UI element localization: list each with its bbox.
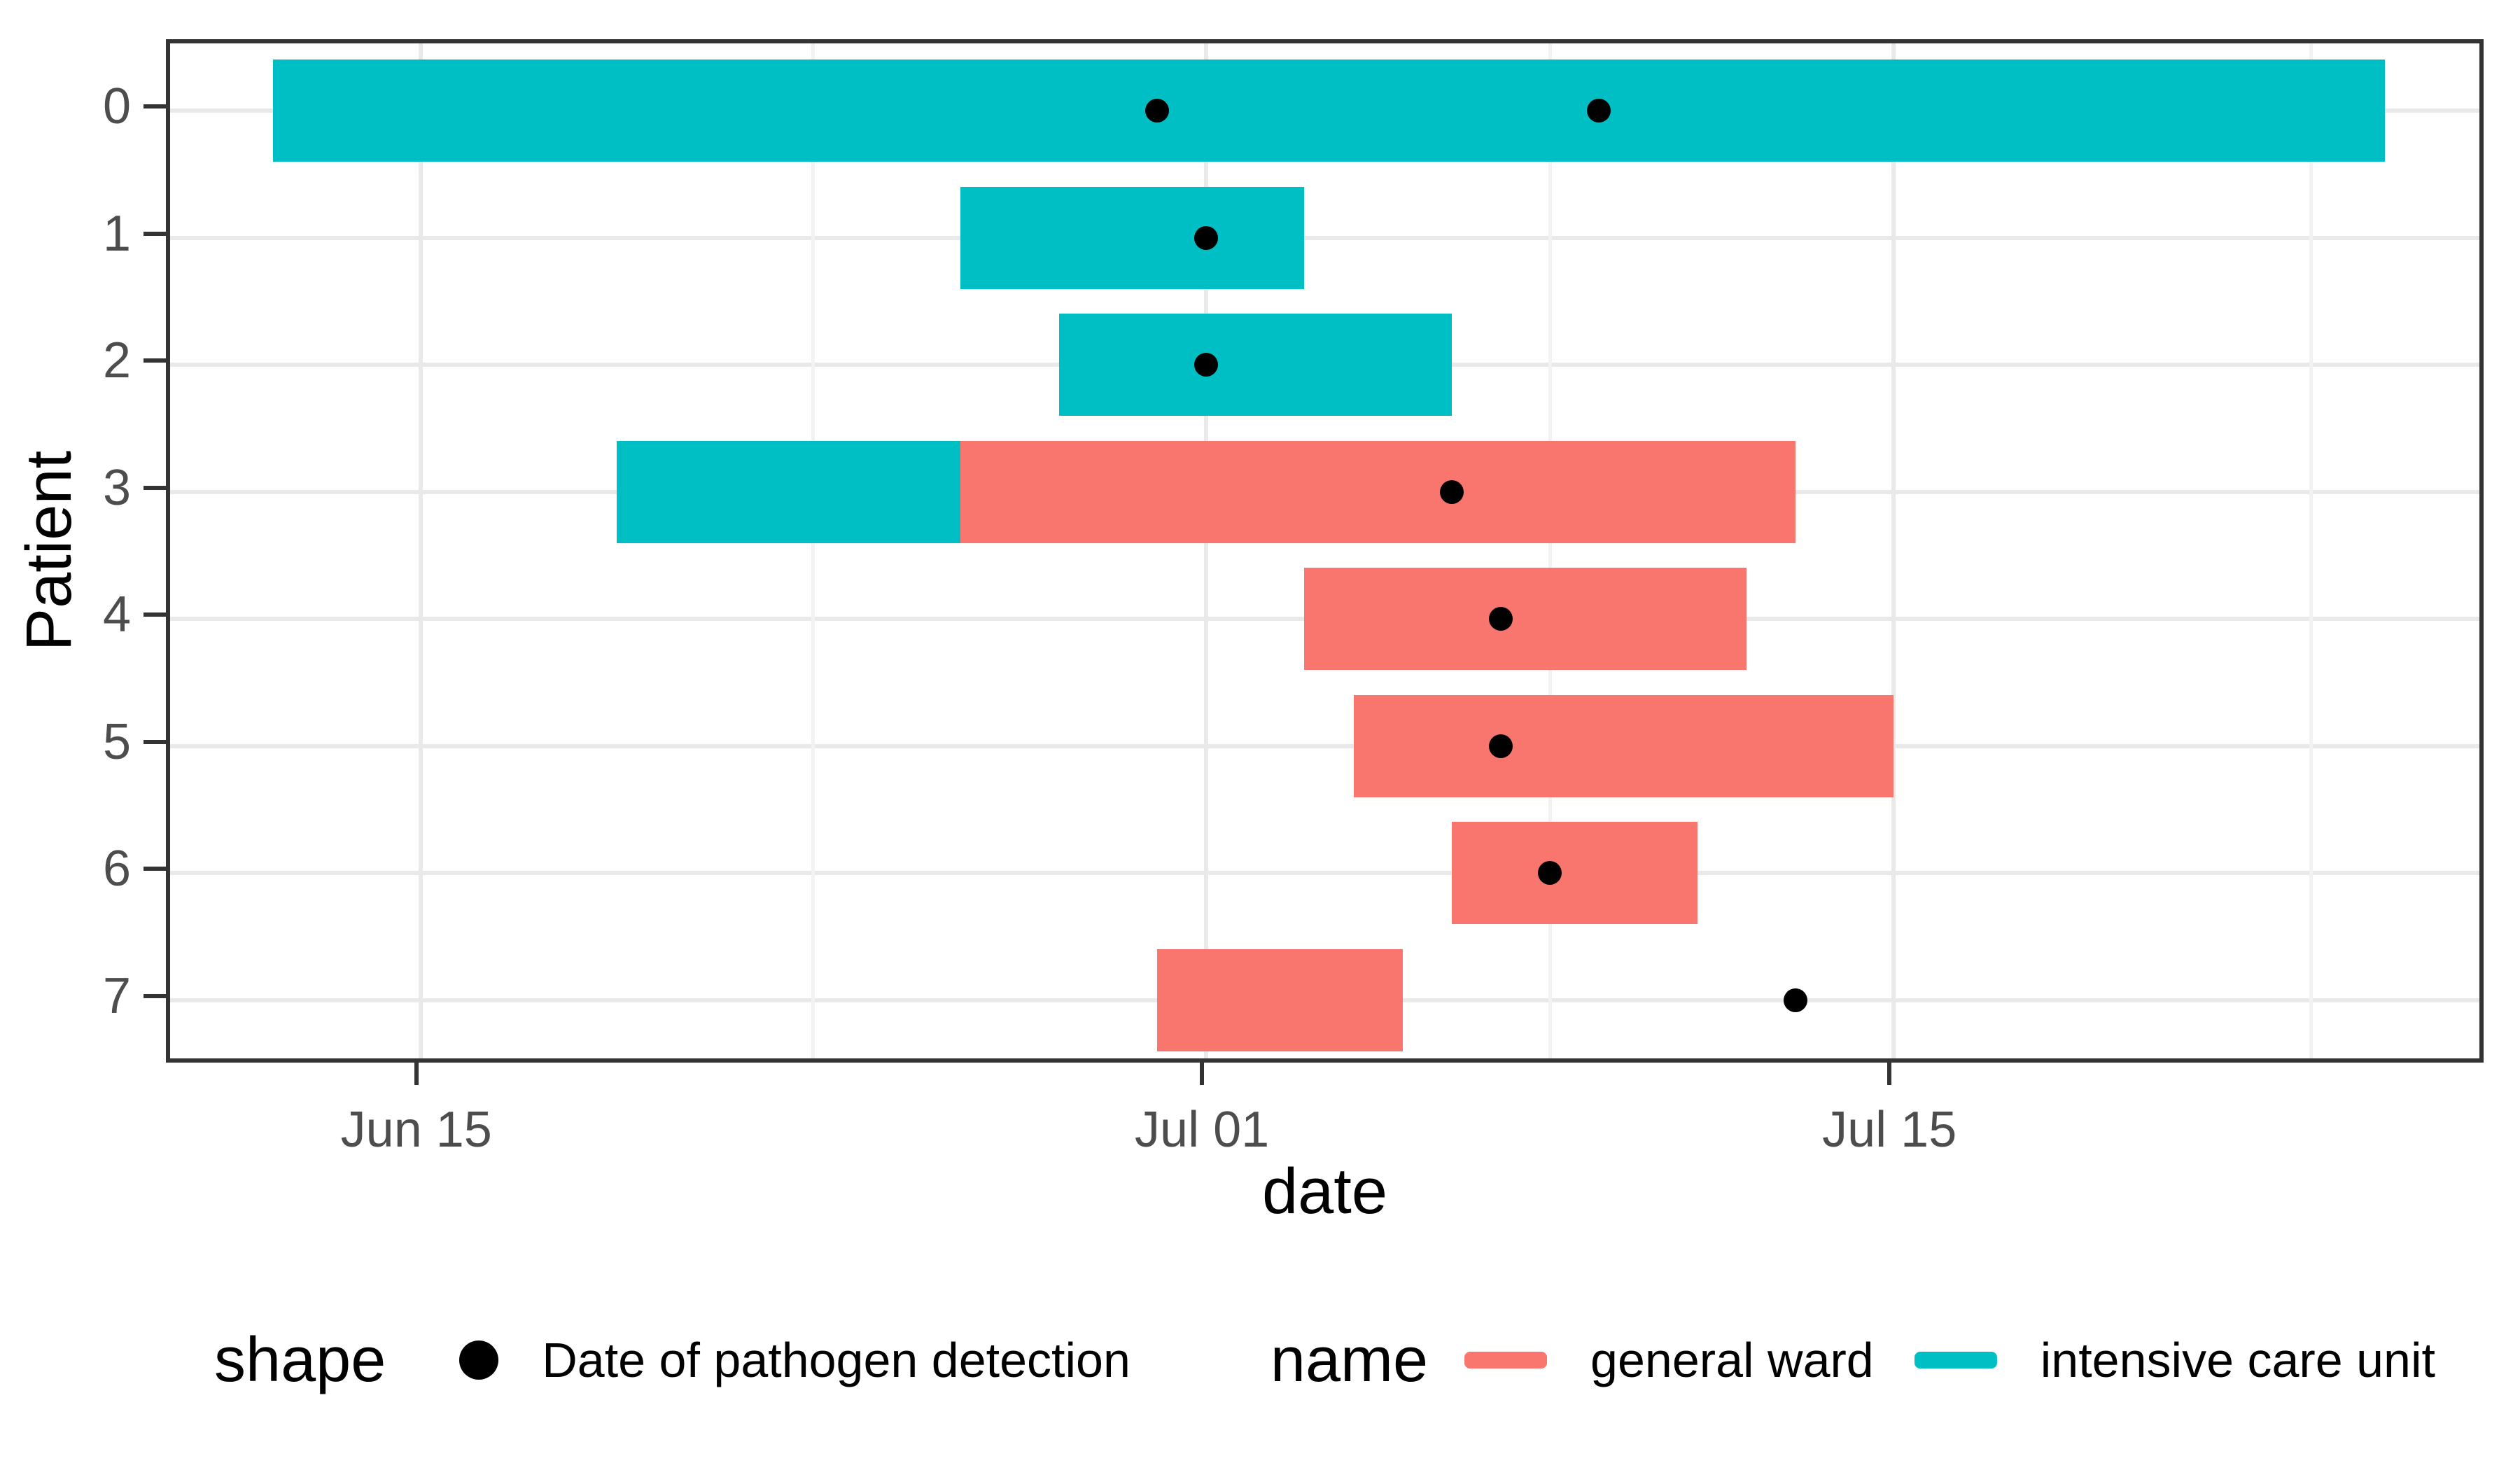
- gridline-horizontal: [170, 871, 2479, 875]
- detection-dot: [1489, 734, 1513, 758]
- y-tick: [144, 612, 166, 617]
- x-tick-label: Jul 15: [1822, 1102, 1957, 1158]
- legend-entry-intensive-care: intensive care unit: [2040, 1333, 2435, 1387]
- y-tick: [144, 485, 166, 490]
- y-tick: [144, 231, 166, 236]
- y-axis-title: Patient: [13, 450, 85, 652]
- y-tick: [144, 358, 166, 363]
- stay-bar: [273, 59, 2385, 162]
- legend-shape-title: shape: [214, 1324, 386, 1395]
- intensive-care-legend-key-icon: [1914, 1352, 1997, 1368]
- stay-bar: [1058, 314, 1452, 416]
- y-tick-label: 6: [102, 841, 131, 897]
- y-tick: [144, 739, 166, 744]
- x-tick: [1887, 1063, 1892, 1085]
- stay-bar: [1304, 568, 1746, 670]
- y-tick-label: 5: [102, 713, 131, 770]
- y-tick-label: 0: [102, 78, 131, 134]
- gridline-vertical-major: [1891, 43, 1896, 1058]
- x-axis-title: date: [1261, 1156, 1388, 1227]
- y-tick: [144, 104, 166, 108]
- detection-dot: [1194, 225, 1219, 250]
- stay-bar: [1353, 694, 1894, 797]
- gridline-vertical-minor: [2309, 43, 2313, 1058]
- gridline-vertical-minor: [1548, 43, 1552, 1058]
- legend: shape Date of pathogen detection name ge…: [166, 1308, 2484, 1413]
- detection-dot: [1194, 353, 1219, 377]
- detection-dot: [1538, 861, 1562, 885]
- detection-dot: [1783, 988, 1807, 1012]
- x-tick-label: Jun 15: [340, 1102, 492, 1158]
- detection-dot: [1439, 479, 1464, 504]
- stay-bar: [1451, 822, 1698, 924]
- legend-entry-general-ward: general ward: [1590, 1333, 1874, 1387]
- y-tick-label: 1: [102, 205, 131, 262]
- stay-bar: [617, 440, 961, 543]
- stay-bar: [1156, 948, 1403, 1051]
- gridline-vertical-major: [418, 43, 423, 1058]
- stay-bar: [960, 440, 1795, 543]
- y-tick: [144, 993, 166, 998]
- detection-dot: [1144, 99, 1169, 122]
- x-tick-label: Jul 01: [1135, 1102, 1270, 1158]
- plot-panel: [166, 39, 2484, 1063]
- gridline-horizontal: [170, 743, 2479, 748]
- gridline-vertical-minor: [811, 43, 816, 1058]
- y-tick-label: 3: [102, 459, 131, 516]
- y-tick-label: 7: [102, 967, 131, 1024]
- y-tick-label: 2: [102, 332, 131, 388]
- gridline-horizontal: [170, 235, 2479, 240]
- y-tick: [144, 867, 166, 871]
- gridline-vertical-major: [1204, 43, 1209, 1058]
- legend-shape-label: Date of pathogen detection: [542, 1333, 1130, 1387]
- legend-name-title: name: [1270, 1324, 1429, 1395]
- stay-bar: [960, 186, 1305, 289]
- detection-dot: [1587, 99, 1611, 122]
- general-ward-legend-key-icon: [1464, 1352, 1548, 1368]
- x-tick: [1200, 1063, 1205, 1085]
- detection-dot-legend-key-icon: [459, 1340, 499, 1380]
- x-tick: [414, 1063, 419, 1085]
- y-tick-label: 4: [102, 587, 131, 643]
- detection-dot: [1489, 607, 1513, 631]
